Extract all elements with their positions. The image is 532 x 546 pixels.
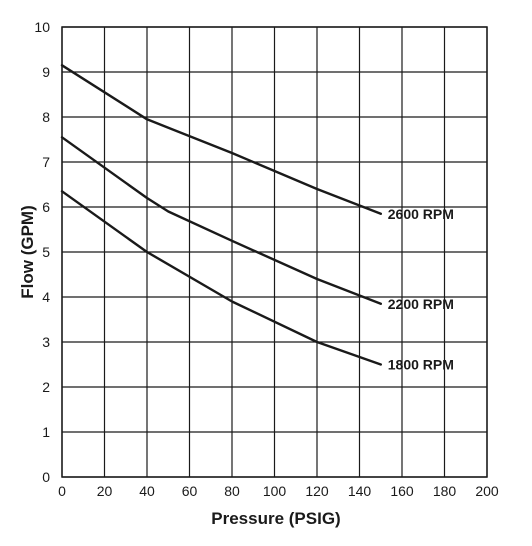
grid: [61, 26, 488, 478]
x-tick-label: 0: [58, 483, 66, 499]
series-line-1: [60, 136, 382, 305]
y-tick-label: 6: [42, 199, 50, 215]
series-label-2: 1800 RPM: [388, 357, 454, 373]
y-tick-label: 9: [42, 64, 50, 80]
series-line-2: [60, 190, 382, 366]
x-tick-label: 100: [263, 483, 287, 499]
series-label-0: 2600 RPM: [388, 206, 454, 222]
x-tick-label: 120: [305, 483, 329, 499]
x-tick-label: 200: [475, 483, 499, 499]
y-axis-label: Flow (GPM): [18, 205, 37, 298]
y-tick-label: 4: [42, 289, 50, 305]
x-tick-label: 180: [433, 483, 457, 499]
y-tick-label: 5: [42, 244, 50, 260]
tick-labels: 0 20 40 60 80 100 120 140 160 180 200 0 1 2 3 4 5 6 7 8 9 10: [34, 19, 498, 499]
series-label-1: 2200 RPM: [388, 296, 454, 312]
series-labels: 2600 RPM 2200 RPM 1800 RPM: [388, 206, 454, 373]
x-tick-label: 80: [224, 483, 240, 499]
x-tick-label: 60: [182, 483, 198, 499]
y-tick-label: 8: [42, 109, 50, 125]
x-tick-label: 140: [348, 483, 372, 499]
series-line-0: [60, 64, 382, 216]
x-axis-label: Pressure (PSIG): [211, 509, 340, 528]
x-tick-label: 40: [139, 483, 155, 499]
x-tick-label: 20: [97, 483, 113, 499]
y-tick-label: 7: [42, 154, 50, 170]
x-tick-label: 160: [390, 483, 414, 499]
plot-frame: [61, 26, 488, 478]
y-tick-label: 2: [42, 379, 50, 395]
y-tick-label: 10: [34, 19, 50, 35]
y-tick-label: 1: [42, 424, 50, 440]
y-tick-label: 3: [42, 334, 50, 350]
series-lines: [60, 64, 382, 366]
y-tick-label: 0: [42, 469, 50, 485]
